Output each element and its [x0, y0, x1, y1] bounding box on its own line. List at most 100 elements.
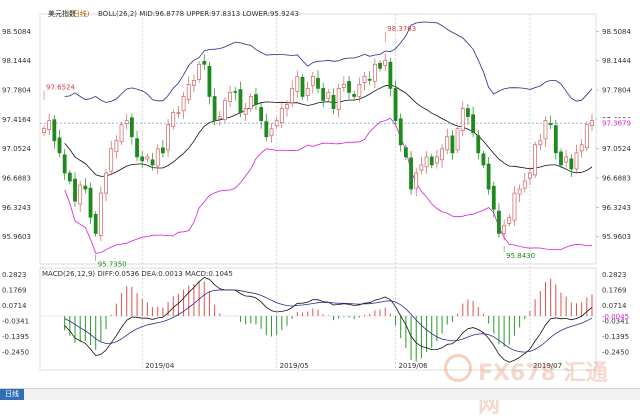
- candle-body: [67, 172, 72, 182]
- candle-body: [548, 123, 553, 126]
- candle-up: [383, 53, 388, 72]
- candle-body: [186, 84, 191, 100]
- candle-body: [378, 62, 382, 69]
- candle-up: [528, 167, 532, 185]
- candle-up: [145, 153, 150, 163]
- candle-down: [150, 152, 155, 171]
- macd-y-tick-label-left: -0.0341: [2, 318, 29, 326]
- candle-body: [290, 88, 295, 103]
- candle-body: [212, 96, 217, 121]
- candle-down: [238, 81, 243, 118]
- y-tick-label: 98.5084: [602, 28, 631, 36]
- candle-down: [316, 70, 320, 93]
- watermark: FX678 汇通网: [444, 354, 624, 418]
- candle-body: [393, 88, 398, 121]
- x-date-label: 2019/07: [533, 362, 562, 370]
- candle-body: [471, 114, 475, 134]
- candle-up: [104, 168, 108, 202]
- annotation-label: 95.7350: [98, 261, 127, 269]
- boll-lower-line: [64, 117, 593, 254]
- x-date-label: 2019/05: [280, 362, 309, 370]
- candle-down: [331, 88, 336, 115]
- candle-up: [186, 76, 191, 104]
- candle-body: [419, 164, 424, 171]
- watermark-brand: FX678: [478, 361, 556, 386]
- candle-down: [450, 130, 455, 160]
- candle-down: [398, 113, 403, 152]
- candle-up: [512, 186, 517, 226]
- candle-up: [192, 74, 196, 93]
- candle-body: [357, 84, 362, 97]
- candle-body: [238, 89, 243, 113]
- candle-up: [419, 156, 424, 175]
- candle-body: [533, 144, 538, 176]
- candle-down: [135, 130, 139, 162]
- annotation-label: 95.8430: [506, 252, 535, 260]
- candle-up: [217, 110, 222, 126]
- period-button[interactable]: 日线: [0, 389, 24, 400]
- candle-body: [47, 120, 52, 131]
- candle-down: [409, 151, 413, 195]
- candle-down: [254, 87, 258, 111]
- macd-y-tick-label-left: 0.1769: [2, 287, 27, 295]
- macd-legend: MACD(26,12,9) DIFF:0.0536 DEA:0.0013 MAC…: [42, 270, 233, 278]
- candle-body: [145, 156, 150, 160]
- candle-up: [341, 76, 346, 92]
- candle-body: [507, 216, 512, 224]
- candle-body: [543, 120, 548, 140]
- candle-body: [155, 148, 160, 167]
- candle-body: [93, 214, 98, 234]
- candle-body: [481, 153, 486, 166]
- candle-body: [517, 188, 522, 195]
- candle-body: [559, 151, 563, 166]
- candle-body: [150, 159, 155, 166]
- period-label: (日线): [70, 9, 90, 18]
- candle-body: [460, 108, 465, 131]
- candle-body: [590, 120, 594, 126]
- candle-body: [388, 61, 393, 89]
- candle-down: [569, 154, 574, 178]
- candle-up: [290, 80, 295, 108]
- candle-down: [233, 87, 238, 101]
- candle-up: [584, 121, 589, 151]
- candle-body: [383, 59, 388, 66]
- candle-body: [372, 63, 377, 82]
- candle-body: [171, 112, 176, 127]
- candle-up: [114, 135, 119, 159]
- candle-down: [62, 149, 67, 180]
- candle-up: [435, 150, 439, 169]
- candle-down: [491, 181, 496, 218]
- candle-down: [497, 203, 501, 238]
- candle-body: [192, 80, 196, 86]
- candle-up: [445, 128, 450, 155]
- candle-down: [481, 150, 486, 169]
- candle-body: [140, 156, 145, 162]
- candle-up: [310, 71, 315, 94]
- candle-body: [476, 135, 481, 154]
- candle-body: [352, 94, 357, 97]
- candle-down: [486, 157, 491, 195]
- candle-up: [517, 184, 522, 203]
- annotation-label: 97.6524: [46, 83, 75, 91]
- candle-up: [171, 109, 176, 130]
- candle-up: [42, 125, 46, 136]
- candle-body: [124, 120, 129, 125]
- candle-body: [217, 116, 222, 120]
- macd-y-tick-label: 0.2823: [602, 271, 627, 279]
- main-indicator-name: 美元指数: [48, 9, 76, 18]
- candle-body: [135, 138, 139, 158]
- annotation-label: 98.3763: [387, 25, 416, 33]
- candle-body: [300, 76, 305, 97]
- candle-body: [129, 117, 134, 138]
- candle-body: [553, 125, 558, 154]
- macd-y-tick-label: -0.1395: [602, 333, 629, 341]
- candle-up: [460, 101, 465, 137]
- candle-up: [47, 113, 52, 136]
- candle-up: [574, 144, 579, 174]
- candle-up: [538, 133, 543, 151]
- candle-up: [197, 61, 201, 83]
- candle-down: [378, 60, 382, 72]
- candle-body: [295, 75, 300, 92]
- candle-up: [502, 219, 507, 241]
- candle-up: [176, 105, 181, 119]
